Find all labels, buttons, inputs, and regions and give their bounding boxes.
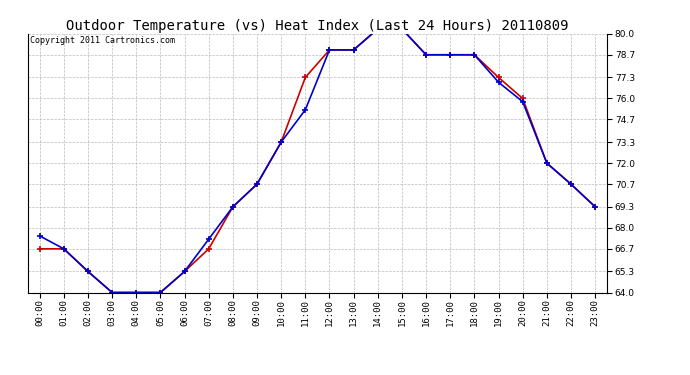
Text: Copyright 2011 Cartronics.com: Copyright 2011 Cartronics.com — [30, 36, 175, 45]
Title: Outdoor Temperature (vs) Heat Index (Last 24 Hours) 20110809: Outdoor Temperature (vs) Heat Index (Las… — [66, 19, 569, 33]
